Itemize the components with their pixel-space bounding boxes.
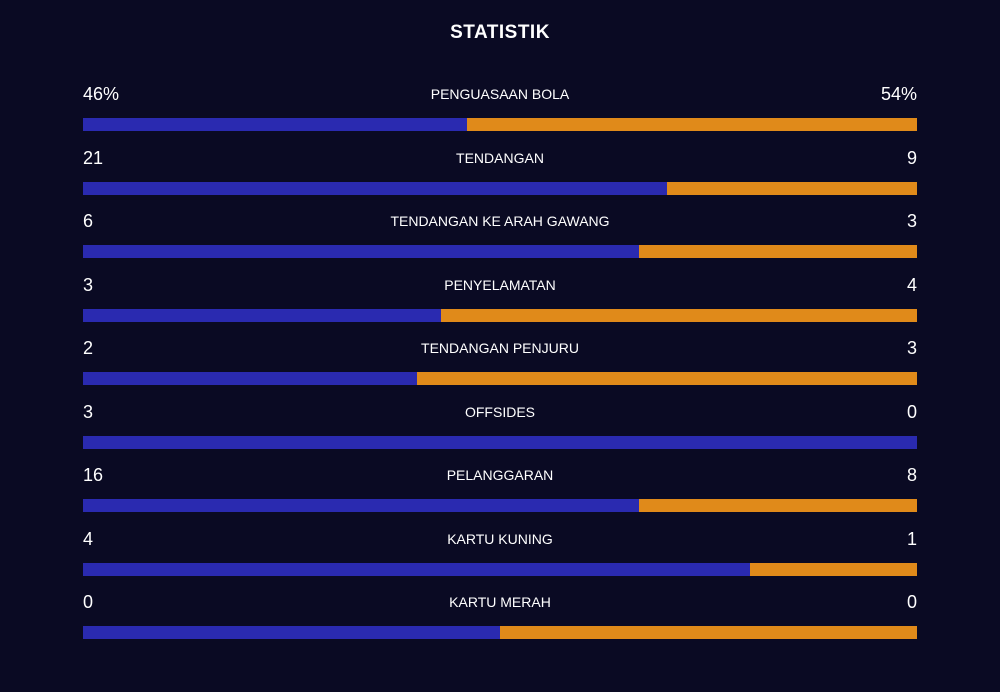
stat-row-header: PENGUASAAN BOLA 46% 54% xyxy=(83,80,917,118)
home-value: 21 xyxy=(83,147,104,168)
stat-row: TENDANGAN KE ARAH GAWANG 6 3 xyxy=(83,207,917,271)
stat-label: KARTU MERAH xyxy=(449,594,551,610)
home-value: 6 xyxy=(83,211,94,231)
away-value: 0 xyxy=(906,592,917,612)
home-bar-fill xyxy=(83,562,751,576)
away-value: 8 xyxy=(906,465,917,485)
stat-label: PENGUASAAN BOLA xyxy=(430,86,570,102)
comparison-bar xyxy=(83,245,917,258)
stat-row: PENGUASAAN BOLA 46% 54% xyxy=(83,80,917,144)
stat-row-header: PELANGGARAN 16 8 xyxy=(83,461,917,499)
stat-row: PENYELAMATAN 3 4 xyxy=(83,271,917,335)
comparison-bar xyxy=(83,181,917,195)
away-value: 0 xyxy=(906,401,917,422)
stat-label: TENDANGAN PENJURU xyxy=(421,340,579,356)
comparison-bar xyxy=(83,626,917,639)
stat-row: OFFSIDES 3 0 xyxy=(83,398,917,462)
away-value: 1 xyxy=(906,528,917,549)
stat-row-header: TENDANGAN 21 9 xyxy=(83,144,917,182)
away-value: 3 xyxy=(906,338,917,358)
home-bar-fill xyxy=(83,245,640,258)
stats-title: STATISTIK xyxy=(450,22,550,43)
home-bar-fill xyxy=(83,435,917,449)
stat-row: TENDANGAN 21 9 xyxy=(83,144,917,208)
stat-label: OFFSIDES xyxy=(464,403,535,420)
stat-row-header: OFFSIDES 3 0 xyxy=(83,398,917,436)
home-bar-fill xyxy=(83,499,640,512)
comparison-bar xyxy=(83,435,917,449)
stats-list: PENGUASAAN BOLA 46% 54% TENDANGAN 21 9 TENDANG… xyxy=(83,80,917,652)
stat-row: TENDANGAN PENJURU 2 3 xyxy=(83,334,917,398)
away-value: 9 xyxy=(906,147,917,168)
home-value: 3 xyxy=(83,274,94,295)
stat-row: KARTU KUNING 4 1 xyxy=(83,525,917,589)
stat-label: PELANGGARAN xyxy=(446,467,554,483)
stat-label: TENDANGAN xyxy=(456,149,544,166)
stat-label: PENYELAMATAN xyxy=(444,276,556,293)
stat-label: KARTU KUNING xyxy=(447,530,553,547)
home-value: 46% xyxy=(83,84,120,104)
stat-row-header: KARTU KUNING 4 1 xyxy=(83,525,917,563)
comparison-bar xyxy=(83,118,917,131)
away-value: 3 xyxy=(906,211,917,231)
stat-row-header: PENYELAMATAN 3 4 xyxy=(83,271,917,309)
home-value: 4 xyxy=(83,528,94,549)
comparison-bar xyxy=(83,562,917,576)
home-bar-fill xyxy=(83,372,417,385)
home-value: 16 xyxy=(83,465,104,485)
comparison-bar xyxy=(83,308,917,322)
comparison-bar xyxy=(83,499,917,512)
comparison-bar xyxy=(83,372,917,385)
stat-row: PELANGGARAN 16 8 xyxy=(83,461,917,525)
home-bar-fill xyxy=(83,181,667,195)
home-bar-fill xyxy=(83,626,500,639)
away-value: 54% xyxy=(880,84,917,104)
away-value: 4 xyxy=(906,274,917,295)
home-value: 0 xyxy=(83,592,94,612)
home-bar-fill xyxy=(83,118,467,131)
stat-row-header: KARTU MERAH 0 0 xyxy=(83,588,917,626)
stat-row-header: TENDANGAN PENJURU 2 3 xyxy=(83,334,917,372)
home-value: 3 xyxy=(83,401,94,422)
stat-row: KARTU MERAH 0 0 xyxy=(83,588,917,652)
stat-label: TENDANGAN KE ARAH GAWANG xyxy=(390,213,610,229)
home-bar-fill xyxy=(83,308,441,322)
home-value: 2 xyxy=(83,338,94,358)
stat-row-header: TENDANGAN KE ARAH GAWANG 6 3 xyxy=(83,207,917,245)
